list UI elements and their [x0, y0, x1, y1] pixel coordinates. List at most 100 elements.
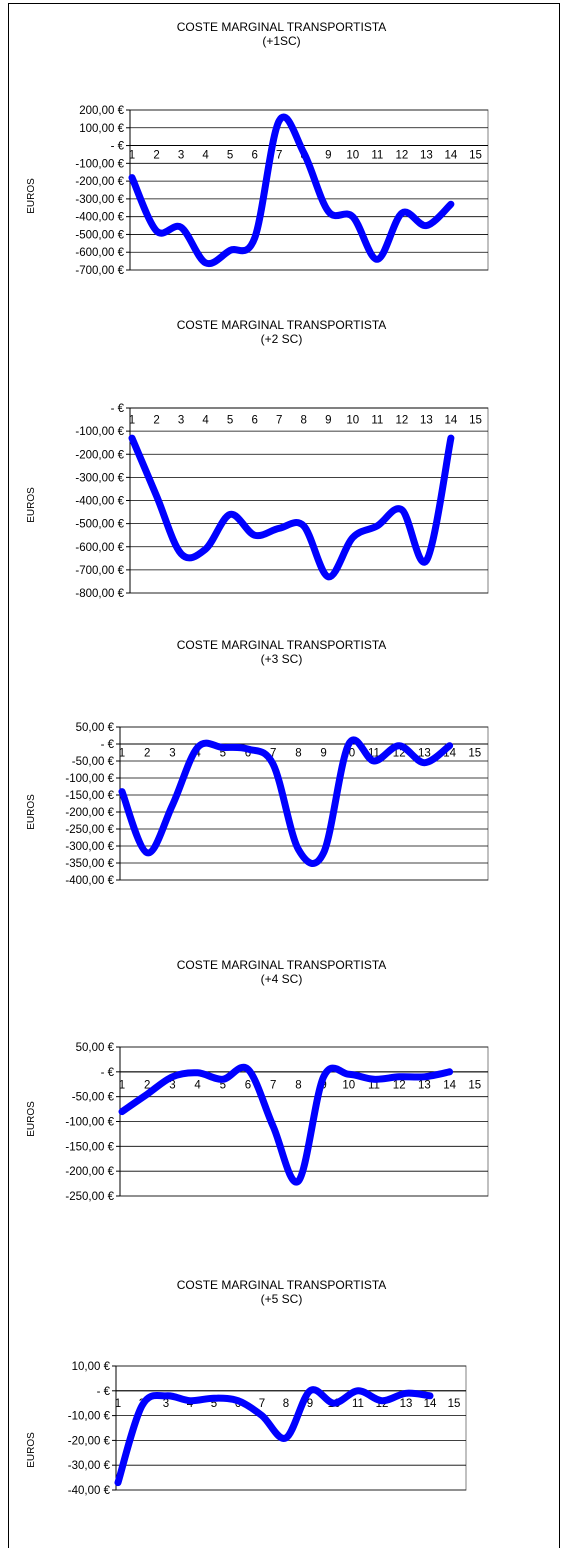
y-tick-label: 100,00 €: [79, 123, 124, 135]
x-tick-label: 1: [119, 1079, 125, 1091]
series-line: [128, 113, 455, 268]
chart-title: COSTE MARGINAL TRANSPORTISTA (+2 SC): [0, 318, 563, 346]
x-tick-label: 7: [276, 415, 282, 427]
y-axis-label: EUROS: [26, 487, 37, 523]
x-tick-label: 4: [202, 149, 209, 161]
y-tick-label: -200,00 €: [75, 176, 124, 188]
y-tick-label: -10,00 €: [68, 1411, 111, 1423]
y-tick-label: -40,00 €: [68, 1485, 111, 1497]
x-tick-label: 2: [144, 748, 150, 760]
x-tick-label: 1: [129, 149, 135, 161]
y-tick-label: 10,00 €: [72, 1361, 111, 1373]
x-tick-label: 15: [448, 1398, 461, 1410]
x-tick-label: 13: [420, 149, 433, 161]
y-tick-label: -250,00 €: [65, 1191, 114, 1203]
x-tick-label: 8: [295, 748, 301, 760]
x-tick-label: 8: [301, 415, 307, 427]
x-tick-label: 10: [346, 149, 359, 161]
x-tick-label: 4: [202, 415, 209, 427]
x-tick-label: 6: [245, 748, 251, 760]
x-tick-label: 11: [368, 748, 380, 760]
chart-title: COSTE MARGINAL TRANSPORTISTA (+4 SC): [0, 958, 563, 986]
y-axis-label: EUROS: [26, 794, 37, 830]
y-tick-label: -200,00 €: [65, 807, 114, 819]
y-tick-label: -600,00 €: [75, 247, 124, 259]
x-tick-label: 2: [153, 149, 159, 161]
series-line: [128, 434, 455, 581]
x-tick-label: 1: [129, 415, 135, 427]
series-line: [118, 1063, 454, 1186]
x-tick-label: 3: [163, 1398, 169, 1410]
y-tick-label: -400,00 €: [75, 212, 124, 224]
chart-subtitle: (+2 SC): [260, 332, 303, 346]
x-tick-label: 14: [443, 1079, 456, 1091]
x-tick-label: 5: [211, 1398, 217, 1410]
x-tick-label: 10: [346, 415, 359, 427]
y-tick-label: -100,00 €: [65, 1117, 114, 1129]
series-line: [118, 736, 454, 867]
x-tick-label: 8: [283, 1398, 289, 1410]
chart-subtitle: (+5 SC): [260, 1292, 303, 1306]
y-tick-label: -500,00 €: [75, 519, 124, 531]
x-tick-label: 3: [169, 748, 175, 760]
x-tick-label: 15: [468, 1079, 481, 1091]
x-tick-label: 8: [295, 1079, 301, 1091]
x-tick-label: 3: [169, 1079, 175, 1091]
y-tick-label: -50,00 €: [72, 756, 115, 768]
y-tick-label: -400,00 €: [75, 496, 124, 508]
y-tick-label: -100,00 €: [65, 773, 114, 785]
x-tick-label: 14: [424, 1398, 437, 1410]
x-tick-label: 15: [469, 415, 482, 427]
y-tick-label: -300,00 €: [65, 841, 114, 853]
x-tick-label: 14: [445, 149, 458, 161]
x-tick-label: 11: [371, 415, 383, 427]
x-tick-label: 3: [178, 149, 184, 161]
x-tick-label: 7: [270, 748, 276, 760]
x-tick-label: 15: [469, 149, 482, 161]
chart-title-text: COSTE MARGINAL TRANSPORTISTA: [176, 638, 387, 652]
y-tick-label: - €: [101, 1067, 115, 1079]
y-tick-label: -300,00 €: [75, 472, 124, 484]
x-tick-label: 9: [307, 1398, 313, 1410]
x-tick-label: 12: [395, 149, 408, 161]
y-tick-label: -700,00 €: [75, 265, 124, 277]
x-tick-label: 4: [194, 1079, 201, 1091]
y-tick-label: - €: [97, 1386, 111, 1398]
x-tick-label: 9: [325, 415, 331, 427]
y-tick-label: -700,00 €: [75, 565, 124, 577]
chart-title: COSTE MARGINAL TRANSPORTISTA (+1SC): [0, 20, 563, 48]
y-tick-label: -200,00 €: [65, 1166, 114, 1178]
x-tick-label: 13: [420, 415, 433, 427]
y-tick-label: - €: [111, 403, 125, 415]
y-tick-label: 200,00 €: [79, 105, 124, 117]
chart-subtitle: (+3 SC): [260, 652, 303, 666]
y-tick-label: -300,00 €: [75, 194, 124, 206]
x-tick-label: 14: [445, 415, 458, 427]
x-tick-label: 6: [251, 415, 257, 427]
y-tick-label: - €: [101, 739, 115, 751]
y-tick-label: -350,00 €: [65, 858, 114, 870]
chart-title: COSTE MARGINAL TRANSPORTISTA (+5 SC): [0, 1278, 563, 1306]
x-tick-label: 13: [400, 1398, 413, 1410]
x-tick-label: 2: [153, 415, 159, 427]
x-tick-label: 5: [227, 149, 233, 161]
x-tick-label: 9: [325, 149, 331, 161]
x-tick-label: 2: [144, 1079, 150, 1091]
x-tick-label: 6: [251, 149, 257, 161]
x-tick-label: 7: [270, 1079, 276, 1091]
y-tick-label: 50,00 €: [76, 722, 115, 734]
x-tick-label: 11: [352, 1398, 364, 1410]
x-tick-label: 1: [115, 1398, 121, 1410]
y-tick-label: -200,00 €: [75, 449, 124, 461]
y-axis-label: EUROS: [26, 1432, 37, 1468]
x-tick-label: 4: [194, 748, 201, 760]
x-tick-label: 7: [259, 1398, 265, 1410]
page-frame: [8, 3, 560, 1548]
x-tick-label: 7: [276, 149, 282, 161]
y-tick-label: -50,00 €: [72, 1092, 115, 1104]
y-tick-label: -150,00 €: [65, 790, 114, 802]
x-tick-label: 6: [245, 1079, 251, 1091]
